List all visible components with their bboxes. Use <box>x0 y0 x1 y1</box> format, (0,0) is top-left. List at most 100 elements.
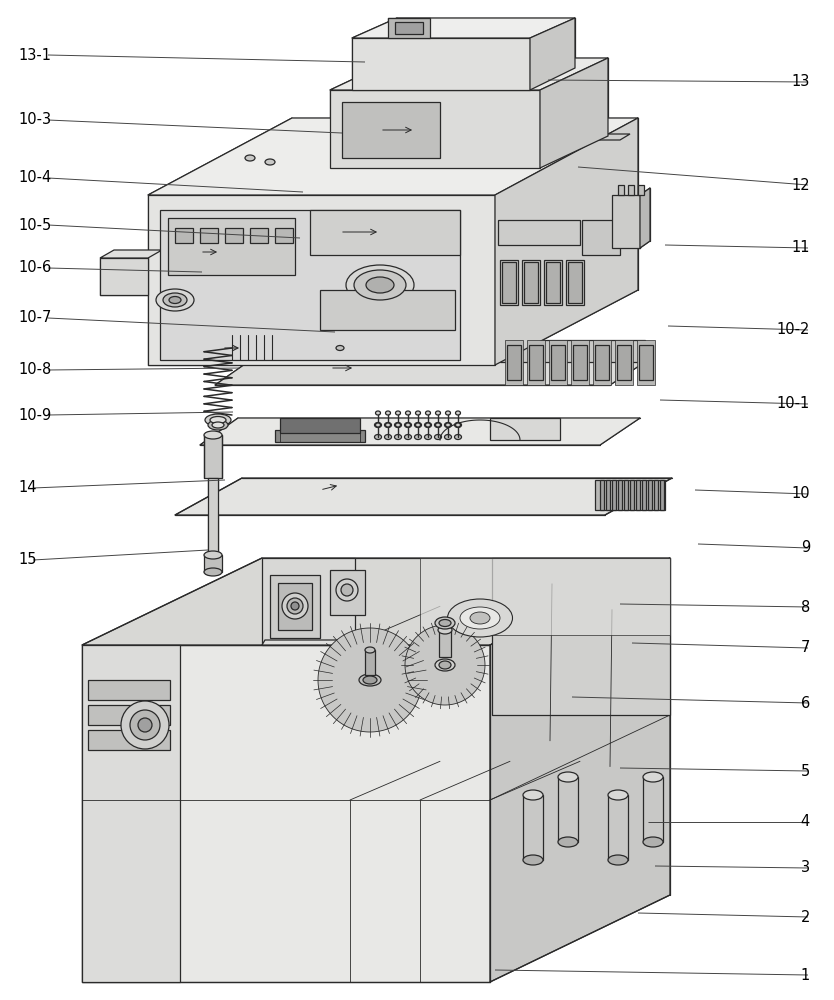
Polygon shape <box>405 625 485 705</box>
Ellipse shape <box>415 423 420 427</box>
Polygon shape <box>490 558 670 982</box>
Text: 10-8: 10-8 <box>18 362 51 377</box>
Polygon shape <box>638 185 644 195</box>
Polygon shape <box>82 645 180 982</box>
Ellipse shape <box>425 422 431 428</box>
Polygon shape <box>270 575 320 638</box>
Polygon shape <box>560 134 630 140</box>
Polygon shape <box>648 480 652 510</box>
Ellipse shape <box>405 411 410 415</box>
Ellipse shape <box>523 790 543 800</box>
Text: 1: 1 <box>801 968 810 982</box>
Ellipse shape <box>265 159 275 165</box>
Polygon shape <box>498 220 580 245</box>
Polygon shape <box>524 262 538 303</box>
Polygon shape <box>643 777 663 842</box>
Polygon shape <box>352 38 530 90</box>
Ellipse shape <box>385 411 390 415</box>
Ellipse shape <box>205 414 231 426</box>
Ellipse shape <box>445 434 451 440</box>
Ellipse shape <box>439 619 451 626</box>
Polygon shape <box>204 435 222 478</box>
Ellipse shape <box>210 416 226 424</box>
Polygon shape <box>395 22 423 34</box>
Polygon shape <box>522 260 540 305</box>
Ellipse shape <box>282 593 308 619</box>
Text: 15: 15 <box>18 552 37 568</box>
Polygon shape <box>388 18 430 38</box>
Text: 3: 3 <box>801 860 810 876</box>
Polygon shape <box>310 210 460 255</box>
Polygon shape <box>523 795 543 860</box>
Polygon shape <box>215 362 645 385</box>
Text: 9: 9 <box>801 540 810 556</box>
Text: 10-7: 10-7 <box>18 310 52 326</box>
Polygon shape <box>500 340 645 362</box>
Text: 5: 5 <box>801 764 810 778</box>
Ellipse shape <box>404 434 411 440</box>
Polygon shape <box>100 250 162 258</box>
Polygon shape <box>637 340 655 385</box>
Polygon shape <box>612 195 640 248</box>
Polygon shape <box>617 345 631 380</box>
Ellipse shape <box>354 270 406 300</box>
Polygon shape <box>654 480 658 510</box>
Polygon shape <box>204 555 222 572</box>
Polygon shape <box>571 340 589 385</box>
Ellipse shape <box>404 422 411 428</box>
Ellipse shape <box>365 647 375 653</box>
Polygon shape <box>278 583 312 630</box>
Polygon shape <box>639 345 653 380</box>
Ellipse shape <box>374 422 381 428</box>
Polygon shape <box>615 340 633 385</box>
Ellipse shape <box>438 626 452 634</box>
Text: 10-3: 10-3 <box>18 112 51 127</box>
Ellipse shape <box>374 434 381 440</box>
Polygon shape <box>618 480 622 510</box>
Polygon shape <box>225 228 243 243</box>
Ellipse shape <box>375 411 380 415</box>
Polygon shape <box>439 630 451 657</box>
Ellipse shape <box>414 434 421 440</box>
Ellipse shape <box>439 661 451 669</box>
Ellipse shape <box>394 434 401 440</box>
Polygon shape <box>320 290 455 330</box>
Ellipse shape <box>643 772 663 782</box>
Ellipse shape <box>204 568 222 576</box>
Polygon shape <box>492 558 670 715</box>
Text: 13-1: 13-1 <box>18 47 51 62</box>
Polygon shape <box>558 777 578 842</box>
Ellipse shape <box>435 617 455 629</box>
Text: 10-6: 10-6 <box>18 260 51 275</box>
Polygon shape <box>606 480 610 510</box>
Polygon shape <box>618 185 624 195</box>
Polygon shape <box>624 480 628 510</box>
Ellipse shape <box>414 422 421 428</box>
Polygon shape <box>595 480 665 510</box>
Ellipse shape <box>359 674 381 686</box>
Polygon shape <box>262 640 360 645</box>
Ellipse shape <box>366 277 394 293</box>
Text: 10-4: 10-4 <box>18 170 51 186</box>
Ellipse shape <box>435 423 440 427</box>
Ellipse shape <box>435 659 455 671</box>
Polygon shape <box>100 258 148 295</box>
Polygon shape <box>529 345 543 380</box>
Ellipse shape <box>375 423 380 427</box>
Polygon shape <box>82 645 490 982</box>
Polygon shape <box>275 228 293 243</box>
Polygon shape <box>275 430 365 442</box>
Ellipse shape <box>341 584 353 596</box>
Ellipse shape <box>558 837 578 847</box>
Ellipse shape <box>345 132 355 138</box>
Ellipse shape <box>130 710 160 740</box>
Polygon shape <box>318 628 422 732</box>
Ellipse shape <box>156 289 194 311</box>
Ellipse shape <box>121 701 169 749</box>
Ellipse shape <box>204 551 222 559</box>
Ellipse shape <box>558 772 578 782</box>
Text: 6: 6 <box>801 696 810 710</box>
Polygon shape <box>148 195 495 365</box>
Ellipse shape <box>138 718 152 732</box>
Ellipse shape <box>204 431 222 439</box>
